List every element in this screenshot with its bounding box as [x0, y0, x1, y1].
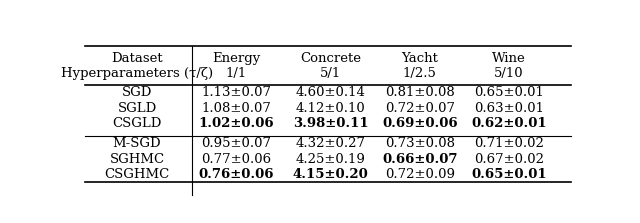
Text: 0.65±0.01: 0.65±0.01 — [474, 86, 544, 99]
Text: SGLD: SGLD — [117, 102, 157, 115]
Text: CSGLD: CSGLD — [113, 117, 162, 130]
Text: 4.32±0.27: 4.32±0.27 — [296, 137, 365, 151]
Text: 0.71±0.02: 0.71±0.02 — [474, 137, 544, 151]
Text: SGHMC: SGHMC — [109, 153, 164, 166]
Text: 0.77±0.06: 0.77±0.06 — [201, 153, 271, 166]
Text: 1.02±0.06: 1.02±0.06 — [198, 117, 274, 130]
Text: 4.12±0.10: 4.12±0.10 — [296, 102, 365, 115]
Text: 0.62±0.01: 0.62±0.01 — [471, 117, 547, 130]
Text: Concrete
5/1: Concrete 5/1 — [300, 52, 361, 80]
Text: 0.72±0.09: 0.72±0.09 — [385, 168, 455, 181]
Text: 0.95±0.07: 0.95±0.07 — [201, 137, 271, 151]
Text: 4.60±0.14: 4.60±0.14 — [296, 86, 365, 99]
Text: 0.67±0.02: 0.67±0.02 — [474, 153, 544, 166]
Text: 1.08±0.07: 1.08±0.07 — [202, 102, 271, 115]
Text: 0.69±0.06: 0.69±0.06 — [382, 117, 458, 130]
Text: 0.65±0.01: 0.65±0.01 — [471, 168, 547, 181]
Text: 0.73±0.08: 0.73±0.08 — [385, 137, 455, 151]
Text: 1.13±0.07: 1.13±0.07 — [201, 86, 271, 99]
Text: Yacht
1/2.5: Yacht 1/2.5 — [401, 52, 438, 80]
Text: 0.81±0.08: 0.81±0.08 — [385, 86, 454, 99]
Text: 3.98±0.11: 3.98±0.11 — [292, 117, 368, 130]
Text: 4.25±0.19: 4.25±0.19 — [296, 153, 365, 166]
Text: SGD: SGD — [122, 86, 152, 99]
Text: Wine
5/10: Wine 5/10 — [492, 52, 526, 80]
Text: CSGHMC: CSGHMC — [104, 168, 170, 181]
Text: M-SGD: M-SGD — [113, 137, 161, 151]
Text: 0.72±0.07: 0.72±0.07 — [385, 102, 455, 115]
Text: 0.66±0.07: 0.66±0.07 — [382, 153, 458, 166]
Text: Energy
1/1: Energy 1/1 — [212, 52, 260, 80]
Text: 0.76±0.06: 0.76±0.06 — [198, 168, 274, 181]
Text: 0.63±0.01: 0.63±0.01 — [474, 102, 544, 115]
Text: 4.15±0.20: 4.15±0.20 — [292, 168, 369, 181]
Text: Dataset
Hyperparameters (τ/ζ): Dataset Hyperparameters (τ/ζ) — [61, 52, 213, 80]
